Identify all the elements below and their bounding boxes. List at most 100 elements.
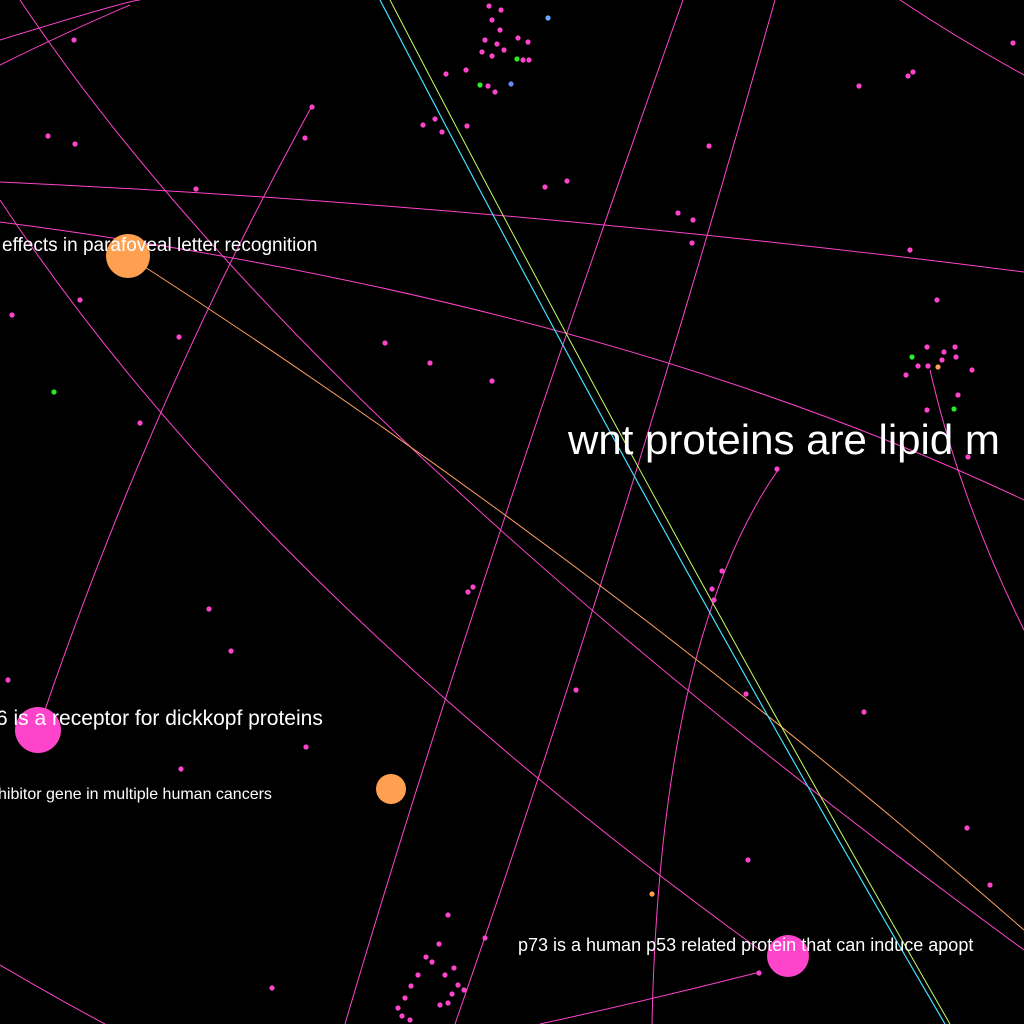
graph-node[interactable] [464, 123, 470, 129]
graph-node[interactable] [429, 959, 435, 965]
graph-node[interactable] [302, 135, 308, 141]
graph-node[interactable] [193, 186, 199, 192]
graph-node[interactable] [489, 17, 495, 23]
graph-node[interactable] [449, 991, 455, 997]
graph-node[interactable] [939, 357, 945, 363]
graph-node[interactable] [176, 334, 182, 340]
graph-node[interactable] [395, 1005, 401, 1011]
graph-node[interactable] [494, 41, 500, 47]
graph-node[interactable] [206, 606, 212, 612]
graph-node[interactable] [709, 586, 715, 592]
graph-node[interactable] [969, 367, 975, 373]
graph-node[interactable] [465, 589, 471, 595]
graph-node[interactable] [399, 1013, 405, 1019]
graph-node[interactable] [408, 983, 414, 989]
graph-node[interactable] [756, 970, 762, 976]
graph-node[interactable] [743, 691, 749, 697]
graph-node[interactable] [965, 454, 971, 460]
graph-node[interactable] [71, 37, 77, 43]
graph-node[interactable] [137, 420, 143, 426]
graph-node[interactable] [445, 912, 451, 918]
graph-node[interactable] [924, 344, 930, 350]
graph-node[interactable] [77, 297, 83, 303]
graph-node[interactable] [905, 73, 911, 79]
graph-node[interactable] [382, 340, 388, 346]
graph-node[interactable] [432, 116, 438, 122]
graph-node[interactable] [415, 972, 421, 978]
graph-node[interactable] [934, 297, 940, 303]
graph-node[interactable] [564, 178, 570, 184]
graph-node[interactable] [463, 67, 469, 73]
graph-node[interactable] [407, 1017, 413, 1023]
node-parafoveal[interactable] [106, 234, 150, 278]
graph-node[interactable] [269, 985, 275, 991]
graph-node[interactable] [455, 982, 461, 988]
graph-node[interactable] [178, 766, 184, 772]
graph-node[interactable] [423, 954, 429, 960]
node-label-dickkopf[interactable]: 6 is a receptor for dickkopf proteins [0, 707, 323, 730]
graph-node[interactable] [427, 360, 433, 366]
graph-node[interactable] [690, 217, 696, 223]
graph-node[interactable] [915, 363, 921, 369]
graph-node[interactable] [941, 349, 947, 355]
graph-node[interactable] [479, 49, 485, 55]
graph-node[interactable] [525, 39, 531, 45]
graph-node[interactable] [909, 354, 915, 360]
graph-node[interactable] [443, 71, 449, 77]
node-dickkopf[interactable] [15, 707, 61, 753]
graph-node[interactable] [861, 709, 867, 715]
graph-node[interactable] [489, 378, 495, 384]
graph-node[interactable] [526, 57, 532, 63]
graph-node[interactable] [910, 69, 916, 75]
graph-node[interactable] [482, 935, 488, 941]
graph-node[interactable] [436, 941, 442, 947]
graph-node[interactable] [498, 7, 504, 13]
graph-node[interactable] [1010, 40, 1016, 46]
graph-node[interactable] [924, 407, 930, 413]
graph-node[interactable] [402, 995, 408, 1001]
graph-node[interactable] [442, 972, 448, 978]
graph-node[interactable] [501, 47, 507, 53]
graph-node[interactable] [514, 56, 520, 62]
graph-node[interactable] [955, 392, 961, 398]
graph-node[interactable] [51, 389, 57, 395]
graph-node[interactable] [485, 83, 491, 89]
graph-node[interactable] [492, 89, 498, 95]
graph-node[interactable] [774, 466, 780, 472]
graph-node[interactable] [439, 129, 445, 135]
graph-node[interactable] [228, 648, 234, 654]
graph-node[interactable] [903, 372, 909, 378]
graph-node[interactable] [72, 141, 78, 147]
graph-node[interactable] [925, 363, 931, 369]
graph-node[interactable] [573, 687, 579, 693]
graph-node[interactable] [437, 1002, 443, 1008]
graph-node[interactable] [420, 122, 426, 128]
graph-node[interactable] [461, 987, 467, 993]
graph-node[interactable] [856, 83, 862, 89]
graph-node[interactable] [649, 891, 655, 897]
graph-node[interactable] [706, 143, 712, 149]
graph-node[interactable] [542, 184, 548, 190]
graph-node[interactable] [987, 882, 993, 888]
graph-node[interactable] [515, 35, 521, 41]
graph-node[interactable] [486, 3, 492, 9]
graph-node[interactable] [907, 247, 913, 253]
graph-node[interactable] [545, 15, 551, 21]
node-label-parafoveal[interactable]: effects in parafoveal letter recognition [2, 235, 317, 256]
graph-node[interactable] [445, 1000, 451, 1006]
graph-node[interactable] [675, 210, 681, 216]
node-inhibitor[interactable] [376, 774, 406, 804]
graph-node[interactable] [482, 37, 488, 43]
node-label-inhibitor[interactable]: hibitor gene in multiple human cancers [0, 786, 272, 803]
graph-node[interactable] [745, 857, 751, 863]
graph-node[interactable] [689, 240, 695, 246]
graph-node[interactable] [719, 568, 725, 574]
graph-node[interactable] [964, 825, 970, 831]
graph-node[interactable] [935, 364, 941, 370]
graph-node[interactable] [9, 312, 15, 318]
graph-node[interactable] [309, 104, 315, 110]
graph-node[interactable] [497, 27, 503, 33]
graph-node[interactable] [489, 53, 495, 59]
